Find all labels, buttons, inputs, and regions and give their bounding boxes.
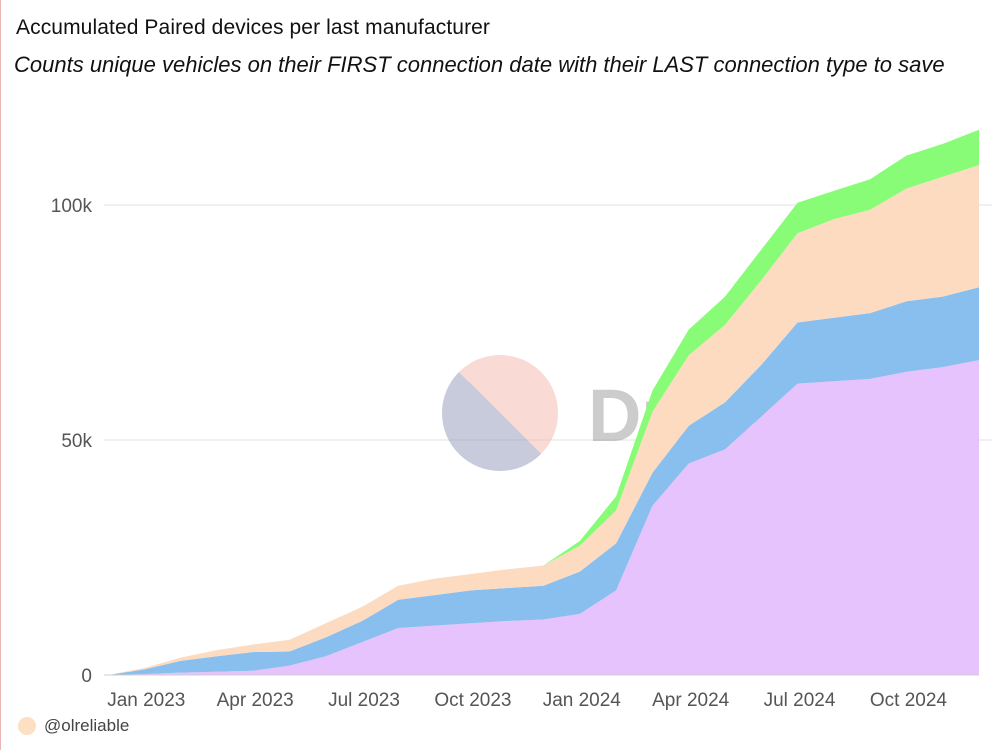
x-tick-label: Jul 2024 bbox=[764, 690, 836, 711]
area-layer bbox=[108, 129, 979, 676]
left-edge-line bbox=[0, 0, 1, 750]
area-series-purple[interactable] bbox=[108, 360, 979, 675]
x-tick-label: Jul 2023 bbox=[328, 690, 400, 711]
x-tick-label: Jan 2024 bbox=[543, 690, 622, 711]
chart-subtitle: Counts unique vehicles on their FIRST co… bbox=[14, 52, 945, 77]
x-tick-label: Apr 2024 bbox=[652, 690, 730, 711]
watermark-circle bbox=[442, 355, 558, 471]
x-tick-label: Apr 2023 bbox=[217, 690, 294, 711]
area-series-green[interactable] bbox=[108, 129, 979, 676]
x-tick-label: Jan 2023 bbox=[107, 690, 185, 711]
area-series-peach[interactable] bbox=[108, 165, 979, 675]
legend[interactable]: @olreliable bbox=[18, 716, 129, 736]
axis-layer: 0 50k 100k Jan 2023 Apr 2023 Jul 2023 Oct 2023… bbox=[51, 196, 979, 711]
chart-title: Accumulated Paired devices per last manu… bbox=[16, 16, 491, 39]
legend-swatch bbox=[18, 717, 36, 735]
y-tick-label: 100k bbox=[51, 196, 93, 217]
area-series-blue[interactable] bbox=[108, 287, 979, 675]
x-tick-label: Oct 2024 bbox=[870, 690, 948, 711]
x-tick-label: Oct 2023 bbox=[434, 690, 511, 711]
legend-label: @olreliable bbox=[44, 716, 130, 735]
y-tick-label: 50k bbox=[61, 431, 92, 452]
y-tick-label: 0 bbox=[81, 666, 92, 687]
